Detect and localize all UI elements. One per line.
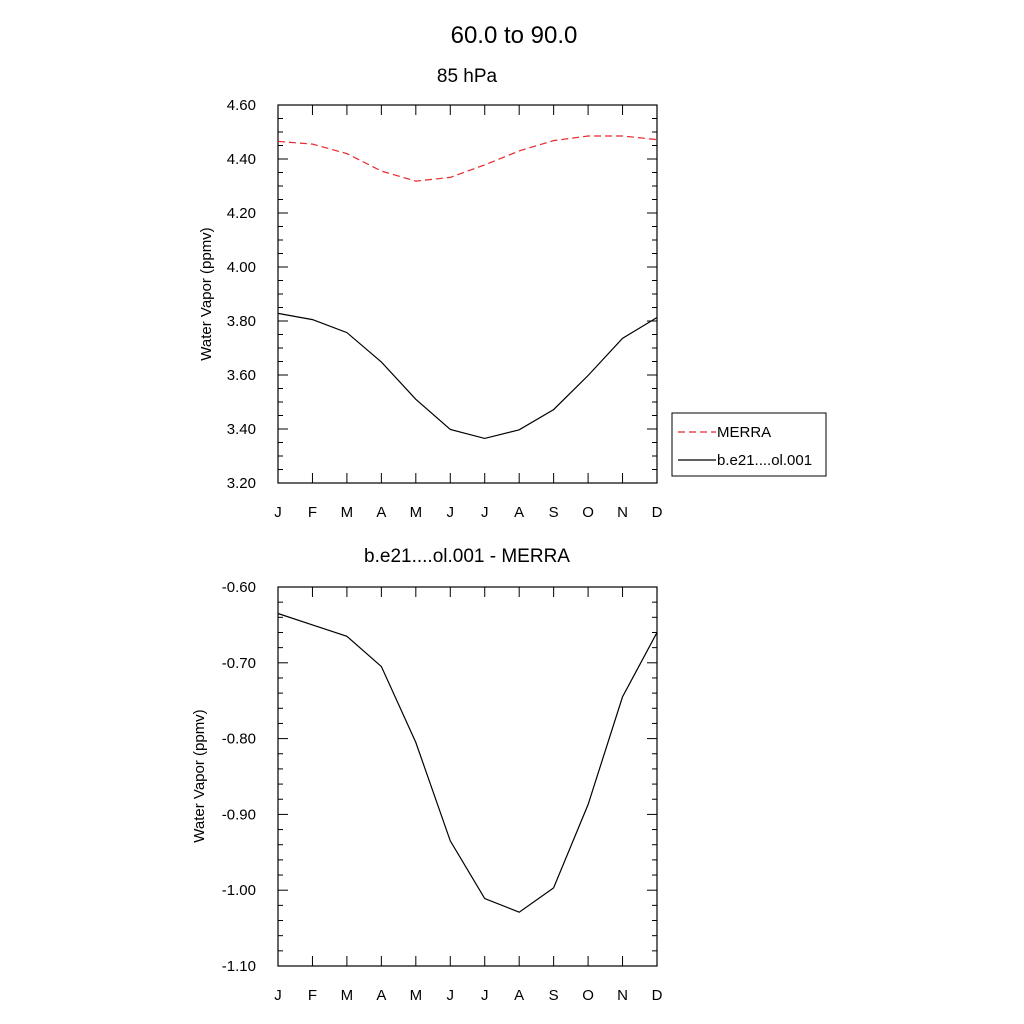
bottom-x-tick-label: M xyxy=(410,987,423,1004)
bottom-x-tick-label: O xyxy=(582,987,594,1004)
top-y-tick-label: 3.40 xyxy=(227,421,256,438)
bottom-x-tick-label: D xyxy=(652,987,663,1004)
bottom-y-tick-label: -0.90 xyxy=(222,806,256,823)
bottom-y-tick-label: -1.10 xyxy=(222,958,256,975)
bottom-x-tick-label: J xyxy=(481,987,489,1004)
top-x-tick-label: O xyxy=(582,504,594,521)
legend-label-model: b.e21....ol.001 xyxy=(717,452,812,469)
top-x-tick-label: J xyxy=(274,504,282,521)
top-series-line-1 xyxy=(277,312,658,440)
bottom-x-tick-label: A xyxy=(514,987,524,1004)
bottom-y-tick-label: -0.80 xyxy=(222,731,256,748)
top-panel-title: 85 hPa xyxy=(437,66,498,87)
bottom-y-tick-label: -0.70 xyxy=(222,655,256,672)
bottom-x-tick-label: J xyxy=(274,987,282,1004)
top-y-tick-label: 3.20 xyxy=(227,475,256,492)
figure-title: 60.0 to 90.0 xyxy=(451,22,578,49)
top-x-tick-label: M xyxy=(410,504,423,521)
top-x-tick-label: M xyxy=(341,504,354,521)
top-x-tick-label: S xyxy=(549,504,559,521)
bottom-plot-area: J F M A M J J A S O N D -1.10 -1.00 -0.90 -0.80 -0.70 -0.… xyxy=(222,579,663,1004)
top-y-tick-label: 3.80 xyxy=(227,313,256,330)
bottom-plot-frame xyxy=(277,586,658,967)
top-y-tick-label: 4.40 xyxy=(227,151,256,168)
bottom-y-tick-label: -1.00 xyxy=(222,882,256,899)
top-x-tick-label: D xyxy=(652,504,663,521)
top-plot-frame xyxy=(277,104,658,484)
bottom-x-tick-label: J xyxy=(447,987,455,1004)
bottom-x-tick-label: F xyxy=(308,987,317,1004)
bottom-x-tick-label: M xyxy=(341,987,354,1004)
legend-label-merra: MERRA xyxy=(717,424,771,441)
bottom-panel: b.e21....ol.001 - MERRA Water Vapor (ppm… xyxy=(191,546,663,1004)
top-x-tick-label: F xyxy=(308,504,317,521)
bottom-y-tick-label: -0.60 xyxy=(222,579,256,596)
top-x-tick-label: A xyxy=(514,504,524,521)
top-x-tick-label: J xyxy=(447,504,455,521)
top-y-tick-label: 4.60 xyxy=(227,97,256,114)
legend: MERRA b.e21....ol.001 xyxy=(671,412,827,477)
top-panel-y-axis-label: Water Vapor (ppmv) xyxy=(198,227,215,360)
top-panel: 85 hPa Water Vapor (ppmv) J F M A M J J A S O N D 3.… xyxy=(198,66,827,521)
bottom-x-tick-label: A xyxy=(376,987,386,1004)
top-y-tick-label: 3.60 xyxy=(227,367,256,384)
top-plot-area: J F M A M J J A S O N D 3.20 3.40 3.60 3.80 4.00 4.20 4.40… xyxy=(227,97,663,521)
legend-box xyxy=(671,412,827,477)
bottom-x-tick-label: S xyxy=(549,987,559,1004)
bottom-panel-y-axis-label: Water Vapor (ppmv) xyxy=(191,709,208,842)
bottom-series-line-0 xyxy=(277,612,658,913)
top-y-tick-label: 4.20 xyxy=(227,205,256,222)
top-series-line-0 xyxy=(277,135,658,182)
bottom-panel-title: b.e21....ol.001 - MERRA xyxy=(364,546,570,567)
top-x-tick-label: N xyxy=(617,504,628,521)
bottom-x-tick-label: N xyxy=(617,987,628,1004)
top-y-tick-label: 4.00 xyxy=(227,259,256,276)
top-x-tick-label: J xyxy=(481,504,489,521)
top-x-tick-label: A xyxy=(376,504,386,521)
